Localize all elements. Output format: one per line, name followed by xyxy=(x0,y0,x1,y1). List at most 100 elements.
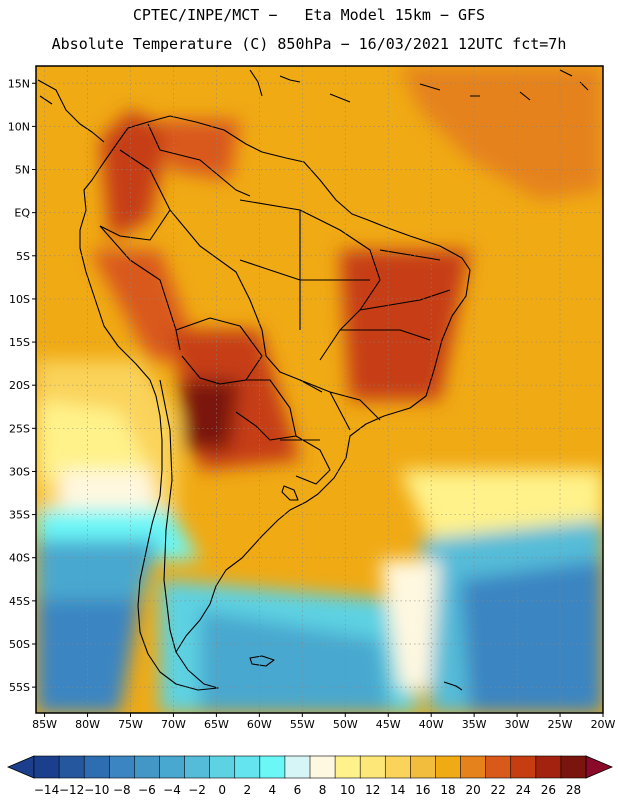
colorbar-high-arrow xyxy=(585,755,614,779)
colorbar-swatch xyxy=(460,755,487,779)
lat-tick-label: 10S xyxy=(9,293,30,306)
coastline-and-borders xyxy=(37,69,589,691)
lon-tick-label: 30W xyxy=(505,718,530,731)
colorbar-swatch xyxy=(284,755,311,779)
colorbar-swatch xyxy=(134,755,161,779)
lon-tick-label: 50W xyxy=(333,718,358,731)
colorbar-swatch xyxy=(83,755,111,779)
colorbar-low-arrow xyxy=(6,755,35,779)
lat-tick-label: 15N xyxy=(8,77,30,90)
colorbar-swatch xyxy=(159,755,186,779)
lon-tick-label: 35W xyxy=(462,718,487,731)
colorbar-swatch xyxy=(410,755,437,779)
colorbar-label: −12 xyxy=(59,783,84,797)
colorbar-swatch xyxy=(435,755,462,779)
colorbar-swatch xyxy=(384,755,412,779)
colorbar-label: 2 xyxy=(243,783,251,797)
lat-tick-label: 40S xyxy=(9,552,30,565)
map-title-line-2: Absolute Temperature (C) 850hPa − 16/03/… xyxy=(51,35,567,53)
country-border-uruguay xyxy=(295,435,331,485)
colorbar-swatch xyxy=(259,755,286,779)
northeast-ocean-warm-band xyxy=(400,66,603,200)
colorbar-label: 14 xyxy=(390,783,405,797)
colorbar-swatch xyxy=(560,755,587,779)
lat-tick-label: 55S xyxy=(9,681,30,694)
longitude-axis: 85W 80W 75W 70W 65W 60W 55W 50W 45W 40W 35W 30W 25W 2… xyxy=(32,713,616,731)
map-title-line-1: CPTEC/INPE/MCT − Eta Model 15km − GFS xyxy=(132,6,486,24)
lat-tick-label: 30S xyxy=(9,465,30,478)
colorbar-label: 20 xyxy=(465,783,480,797)
lat-tick-label: 20S xyxy=(9,379,30,392)
colorbar-swatch xyxy=(309,755,336,779)
lon-tick-label: 20W xyxy=(591,718,616,731)
pacific-cool-zone xyxy=(36,400,150,480)
colorbar-label: 4 xyxy=(269,783,277,797)
lon-tick-label: 25W xyxy=(548,718,573,731)
brazil-northeast-hot xyxy=(340,250,470,400)
lon-tick-label: 75W xyxy=(118,718,143,731)
lon-tick-label: 55W xyxy=(290,718,315,731)
colorbar-label: 26 xyxy=(541,783,556,797)
caribbean-islands xyxy=(249,69,589,103)
colorbar-swatch xyxy=(184,755,211,779)
colorbar-label: 24 xyxy=(516,783,531,797)
lon-tick-label: 70W xyxy=(161,718,186,731)
lon-tick-label: 85W xyxy=(32,718,57,731)
lon-tick-label: 60W xyxy=(247,718,272,731)
colorbar-label: 28 xyxy=(566,783,581,797)
graticule xyxy=(36,66,603,713)
colorbar-swatch xyxy=(33,755,60,779)
colorbar-swatch xyxy=(234,755,261,779)
lat-tick-label: 5N xyxy=(15,164,30,177)
venezuela-hot xyxy=(160,120,240,180)
colorbar-swatch xyxy=(485,755,512,779)
colorbar-swatch xyxy=(510,755,537,779)
latitude-axis: 15N 10N 5N EQ 5S 10S 15S 20S 25S 30S 35S 40S 45S 50S 5… xyxy=(8,77,36,694)
colorbar-label: 16 xyxy=(415,783,430,797)
chaco-hottest-core xyxy=(180,380,240,450)
lagoa-dos-patos xyxy=(281,485,299,501)
colorbar-label: 12 xyxy=(365,783,380,797)
pacific-pale-zone xyxy=(60,470,160,520)
south-atlantic-cold xyxy=(460,560,603,713)
brazil-state-lines xyxy=(239,199,451,441)
colorbar-swatch xyxy=(334,755,361,779)
colorbar-label: −6 xyxy=(138,783,156,797)
colorbar-swatch xyxy=(108,755,136,779)
colorbar-swatch xyxy=(58,755,85,779)
south-america-coastline xyxy=(79,115,471,691)
colorbar-label: −14 xyxy=(34,783,59,797)
south-georgia xyxy=(443,681,463,691)
lon-tick-label: 45W xyxy=(376,718,401,731)
lat-tick-label: 45S xyxy=(9,595,30,608)
country-border-peru xyxy=(99,225,181,351)
pale-front-band xyxy=(380,560,440,690)
lon-tick-label: 65W xyxy=(204,718,229,731)
lat-tick-label: 25S xyxy=(9,422,30,435)
colorbar-label: 0 xyxy=(218,783,226,797)
colorbar-label: −8 xyxy=(113,783,131,797)
colorbar-label: 6 xyxy=(294,783,302,797)
map-frame xyxy=(35,65,604,714)
falkland-islands xyxy=(249,655,275,667)
colorbar-label: −2 xyxy=(188,783,206,797)
colorbar-swatch xyxy=(535,755,562,779)
lat-tick-label: EQ xyxy=(14,207,30,220)
lon-tick-label: 40W xyxy=(419,718,444,731)
colorbar-label: 22 xyxy=(491,783,506,797)
colorbar-label: 8 xyxy=(319,783,327,797)
colorbar-swatch xyxy=(359,755,387,779)
country-border-argentina-chile xyxy=(159,379,177,653)
lat-tick-label: 50S xyxy=(9,638,30,651)
colorbar-label: −4 xyxy=(163,783,181,797)
country-border-bolivia xyxy=(175,317,263,385)
country-border-brazil-west xyxy=(169,209,323,393)
colorbar: −14 −12 −10 −8 −6 −4 −2 0 2 4 6 8 10 12 14 16 18 20 22 24 26… xyxy=(6,755,614,797)
lat-tick-label: 15S xyxy=(9,336,30,349)
southwest-cold-core xyxy=(36,600,140,713)
lat-tick-label: 35S xyxy=(9,509,30,522)
colorbar-swatch xyxy=(209,755,236,779)
colorbar-label: 10 xyxy=(340,783,355,797)
lat-tick-label: 10N xyxy=(8,120,30,133)
